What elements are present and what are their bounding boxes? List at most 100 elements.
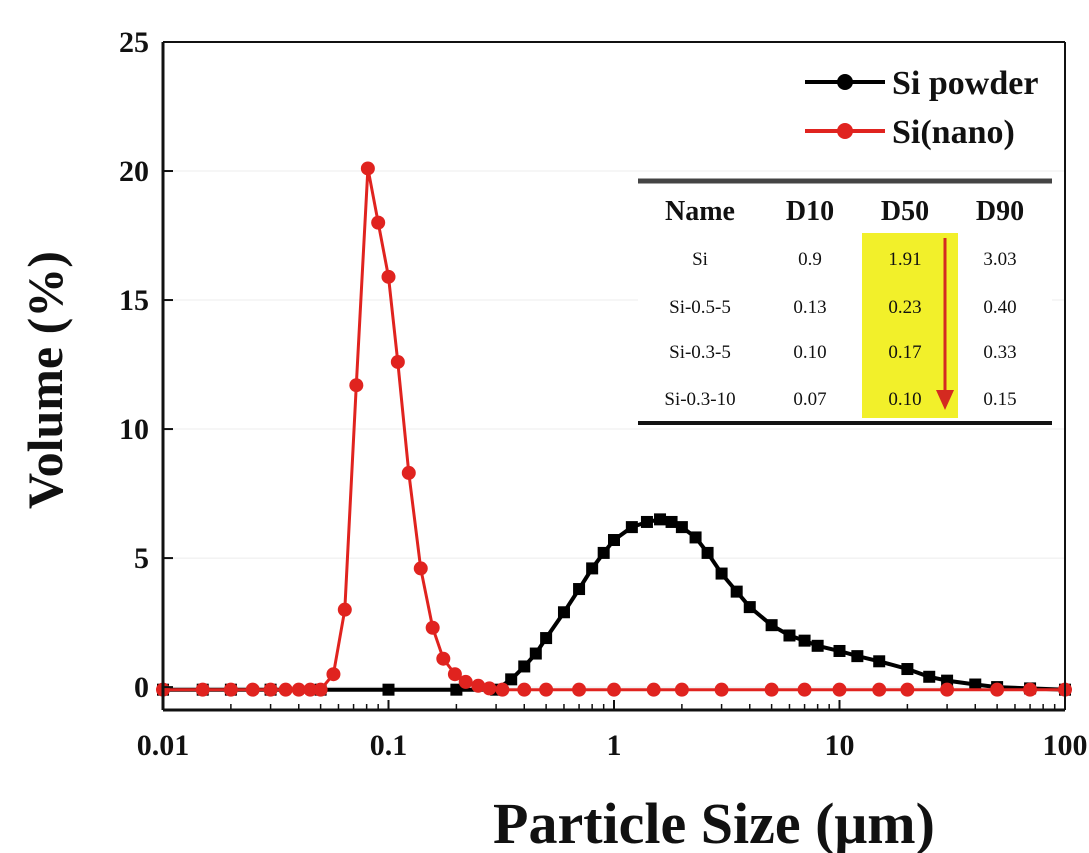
data-point-si-nano [482,681,497,696]
data-point-si-nano [291,682,306,697]
data-point-si-nano [313,682,328,697]
data-point-si-nano [195,682,210,697]
data-point-si-powder [540,632,553,645]
data-point-si-powder [665,515,678,528]
data-point-si-nano [495,682,510,697]
data-point-si-nano [572,682,587,697]
data-point-si-nano [646,682,661,697]
table-cell: 0.40 [983,297,1016,318]
data-point-si-nano [674,682,689,697]
table-header-d90: D90 [976,196,1024,227]
data-point-si-powder [640,515,653,528]
table-cell: Si-0.3-5 [669,342,731,363]
data-point-si-nano [607,682,621,697]
data-point-si-powder [701,546,714,559]
data-point-si-powder [597,546,610,559]
data-point-si-nano [263,682,278,697]
data-point-si-nano [337,602,352,617]
data-point-si-powder [505,673,518,686]
y-tick-label: 5 [134,542,149,575]
data-point-si-nano [390,354,405,369]
data-point-si-nano [425,620,440,635]
data-point-si-powder [382,683,395,696]
y-axis-title: Volume (%) [17,251,73,509]
legend-label: Si(nano) [892,114,1015,151]
x-tick-label: 1 [607,729,622,762]
y-tick-label: 0 [134,671,149,704]
data-point-si-nano [1023,682,1038,697]
data-point-si-nano [401,465,416,480]
d50-highlight [862,233,958,418]
series-layer [156,161,1072,697]
data-point-si-nano [413,561,428,576]
data-point-si-powder [529,647,542,660]
table-header-d10: D10 [786,196,834,227]
x-tick-label: 0.01 [137,729,190,762]
data-point-si-powder [811,639,824,652]
table-header-d50: D50 [881,196,929,227]
data-point-si-nano [436,651,451,666]
data-point-si-powder [730,585,743,598]
y-tick-label: 15 [119,284,149,317]
legend-marker [837,123,853,139]
data-point-si-powder [675,521,688,534]
table-cell: 0.07 [793,389,826,410]
data-point-si-nano [900,682,915,697]
data-point-si-powder [765,619,778,632]
data-point-si-powder [851,650,864,663]
decrease-arrow-head [936,390,954,410]
data-point-si-powder [586,562,599,575]
legend: Si powder Si(nano) [805,65,1038,151]
table-background [638,181,1052,424]
inset-table: Name D10 D50 D90 Si 0.9 1.91 3.03 Si-0.5-5 0.13 0.… [638,178,1052,425]
table-cell: 3.03 [983,249,1016,270]
x-axis-title: Particle Size (μm) [493,791,935,853]
data-point-si-powder [901,663,914,676]
table-cell: Si [692,249,708,270]
data-point-si-powder [783,629,796,642]
table-cell: 0.15 [983,389,1016,410]
table-cell: 0.10 [793,342,826,363]
data-point-si-nano [360,161,375,176]
data-point-si-powder [923,670,936,683]
data-point-si-powder [625,521,638,534]
data-point-si-powder [873,655,886,668]
table-cell: Si-0.5-5 [669,297,731,318]
data-point-si-nano [517,682,532,697]
data-point-si-nano [303,682,318,697]
data-point-si-nano [326,667,341,682]
data-point-si-nano [764,682,779,697]
table-cell: Si-0.3-10 [664,389,735,410]
data-point-si-powder [518,660,531,673]
axes-layer: 0 5 10 15 20 25 0.01 0.1 1 10 100 Particle Size (μm… [17,26,1088,853]
data-point-si-powder [798,634,811,647]
data-point-si-nano [381,269,396,284]
table-cell: 0.10 [888,389,921,410]
data-point-si-nano [223,682,238,697]
legend-marker [837,74,853,90]
data-point-si-nano [539,682,554,697]
data-point-si-powder [654,513,667,526]
data-point-si-powder [715,567,728,580]
x-tick-label: 100 [1043,729,1088,762]
data-point-si-nano [940,682,955,697]
data-point-si-nano [349,378,364,393]
data-point-si-nano [471,678,486,693]
data-point-si-powder [969,678,982,691]
legend-label: Si powder [892,65,1038,102]
table-cell: 1.91 [888,249,921,270]
table-cell: 0.23 [888,297,921,318]
data-point-si-nano [245,682,260,697]
table-cell: 0.9 [798,249,822,270]
data-point-si-nano [714,682,729,697]
table-cell: 0.33 [983,342,1016,363]
data-point-si-powder [608,534,620,547]
data-point-si-powder [573,583,586,596]
data-point-si-powder [557,606,570,619]
table-cell: 0.13 [793,297,826,318]
data-point-si-nano [458,674,473,689]
x-tick-label: 10 [825,729,855,762]
y-tick-label: 10 [119,413,149,446]
data-point-si-nano [797,682,812,697]
